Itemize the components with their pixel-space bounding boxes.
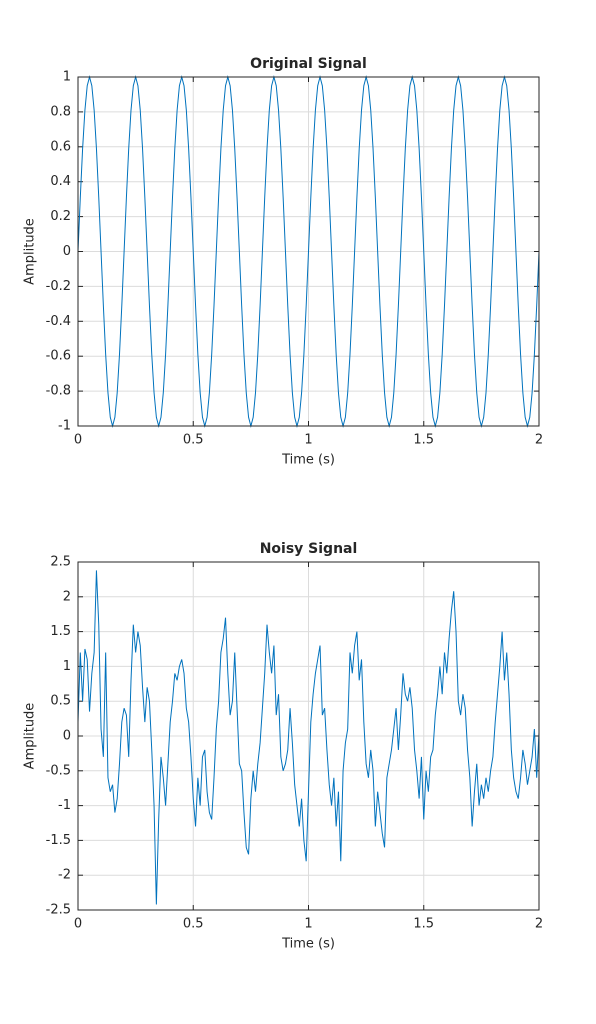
x-tick-label: 1	[304, 917, 312, 932]
axes-box	[77, 76, 540, 427]
x-tick-label: 2	[535, 433, 543, 448]
y-tick-label: 0	[63, 729, 71, 744]
y-tick-label: -0.6	[46, 349, 71, 364]
x-tick-label: 0	[74, 433, 82, 448]
y-tick-label: 0	[63, 244, 71, 259]
axes-box	[77, 561, 540, 911]
x-axis-label: Time (s)	[281, 453, 335, 468]
y-tick-label: 0.6	[50, 139, 71, 154]
y-tick-label: 1.5	[50, 624, 71, 639]
x-tick-label: 1.5	[413, 917, 434, 932]
y-tick-label: 0.8	[50, 104, 71, 119]
y-tick-label: 1	[63, 659, 71, 674]
x-tick-label: 0.5	[183, 917, 204, 932]
signal-line	[77, 570, 540, 905]
y-axis-label: Amplitude	[23, 218, 38, 285]
y-axis-label: Amplitude	[23, 703, 38, 770]
y-tick-label: -1	[58, 419, 71, 434]
y-tick-label: 0.2	[50, 209, 71, 224]
x-tick-label: 0	[74, 917, 82, 932]
x-tick-label: 0.5	[183, 433, 204, 448]
y-tick-label: -1.5	[46, 833, 71, 848]
y-tick-label: -0.2	[46, 279, 71, 294]
x-axis-label: Time (s)	[281, 937, 335, 952]
y-tick-label: 1	[63, 70, 71, 85]
y-tick-label: -0.8	[46, 384, 71, 399]
chart-title: Noisy Signal	[260, 541, 358, 557]
y-tick-label: 0.4	[50, 174, 71, 189]
y-tick-label: -1	[58, 798, 71, 813]
chart-title: Original Signal	[250, 56, 367, 72]
y-tick-label: 2.5	[50, 555, 71, 570]
y-tick-label: 0.5	[50, 694, 71, 709]
y-tick-label: -2.5	[46, 903, 71, 918]
y-tick-label: -2	[58, 868, 71, 883]
y-tick-label: 2	[63, 589, 71, 604]
x-tick-label: 1	[304, 433, 312, 448]
x-tick-label: 1.5	[413, 433, 434, 448]
signal-line	[77, 75, 540, 428]
y-tick-label: -0.4	[46, 314, 71, 329]
y-tick-label: -0.5	[46, 763, 71, 778]
x-tick-label: 2	[535, 917, 543, 932]
